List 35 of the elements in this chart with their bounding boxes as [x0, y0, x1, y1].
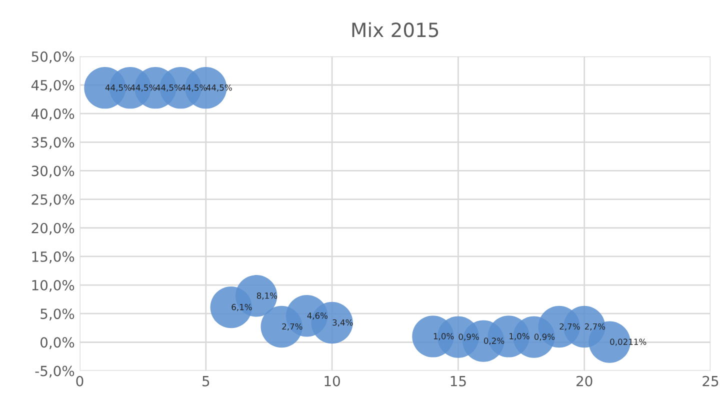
data-label: 44,5% [105, 84, 131, 92]
data-label: 0,2% [484, 338, 504, 345]
chart-title: Mix 2015 [352, 22, 438, 38]
data-label: 2,7% [584, 323, 606, 330]
y-tick-label: 15,0% [32, 251, 74, 264]
y-tick-label: 10,0% [32, 280, 74, 292]
y-tick-label: 25,0% [32, 194, 74, 206]
y-tick-label: -5,0% [35, 366, 74, 378]
y-tick-label: 45,0% [31, 80, 74, 92]
x-tick-label: 20 [576, 376, 592, 386]
y-tick-label: 40,0% [31, 108, 74, 120]
x-tick-label: 0 [76, 376, 84, 386]
data-label: 2,7% [560, 323, 580, 330]
data-label: 6,1% [232, 304, 252, 312]
data-label: 0,9% [458, 334, 479, 341]
x-tick-label: 10 [324, 376, 340, 386]
data-label: 8,1% [256, 292, 278, 300]
y-tick-label: 0,0% [40, 337, 74, 350]
data-label: 1,0% [510, 333, 530, 340]
x-tick-label: 15 [450, 376, 466, 386]
data-label: 1,0% [434, 333, 454, 340]
data-label: 44,5% [130, 84, 156, 92]
data-label: 44,5% [156, 84, 182, 92]
y-tick-label: 50,0% [32, 51, 74, 64]
data-label: 2,7% [282, 323, 302, 330]
y-tick-label: 5,0% [40, 308, 74, 320]
data-label: 4,6% [307, 312, 328, 320]
y-tick-label: 20,0% [32, 222, 74, 235]
data-label: 3,4% [332, 319, 353, 326]
x-tick-label: 25 [702, 376, 718, 386]
y-tick-label: 30,0% [32, 166, 74, 178]
y-tick-label: 35,0% [32, 137, 74, 150]
data-label: 0,9% [534, 334, 555, 341]
x-tick-label: 5 [202, 376, 210, 386]
data-label: 44,5% [181, 84, 207, 92]
